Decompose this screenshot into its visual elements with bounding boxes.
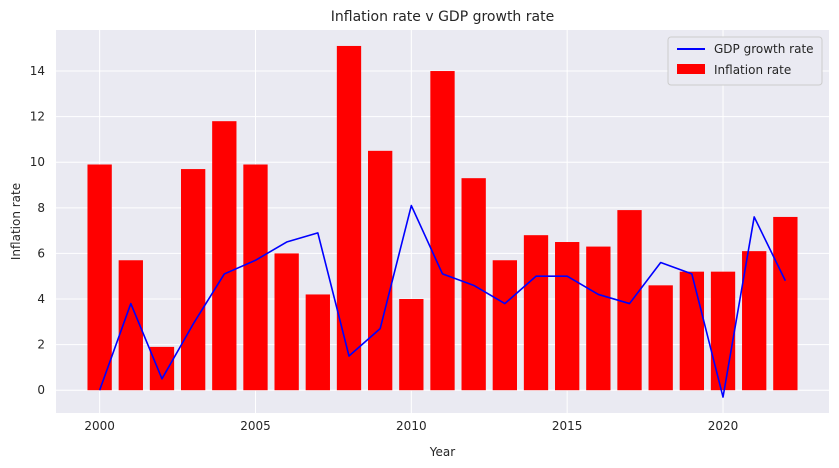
y-tick-label: 4 <box>37 292 45 306</box>
bar-inflation-2013 <box>492 260 517 391</box>
y-tick-label: 12 <box>30 110 45 124</box>
legend-label-gdp: GDP growth rate <box>714 42 814 56</box>
x-axis-ticks: 2000 2005 2010 2015 2020 <box>84 419 738 433</box>
y-tick-label: 2 <box>37 338 45 352</box>
legend-box <box>667 36 823 86</box>
bar-inflation-2007 <box>305 294 330 391</box>
legend-swatch-inflation <box>677 64 705 74</box>
bar-inflation-2018 <box>648 285 673 391</box>
legend: GDP growth rate Inflation rate <box>667 36 823 86</box>
bar-inflation-2000 <box>87 164 112 391</box>
bar-inflation-2019 <box>679 271 705 391</box>
bar-inflation-2014 <box>523 235 549 391</box>
x-tick-label: 2020 <box>708 419 739 433</box>
bar-inflation-2003 <box>180 169 206 391</box>
x-tick-label: 2000 <box>84 419 115 433</box>
y-axis-label: Inflation rate <box>9 183 23 260</box>
y-tick-label: 14 <box>30 64 45 78</box>
bar-inflation-2008 <box>336 45 362 391</box>
bar-inflation-2006 <box>274 253 299 391</box>
x-tick-label: 2015 <box>552 419 583 433</box>
bar-inflation-2017 <box>617 210 642 391</box>
bar-inflation-2015 <box>555 242 580 391</box>
bars <box>87 45 798 391</box>
bar-inflation-2021 <box>742 251 767 391</box>
chart-title: Inflation rate v GDP growth rate <box>331 9 554 25</box>
bar-inflation-2011 <box>430 71 455 391</box>
bar-inflation-2012 <box>461 178 486 391</box>
bar-inflation-2002 <box>149 346 175 391</box>
y-tick-label: 8 <box>37 201 45 215</box>
y-tick-label: 0 <box>37 383 45 397</box>
bar-inflation-2009 <box>368 150 393 391</box>
bar-inflation-2005 <box>243 164 268 391</box>
bar-inflation-2016 <box>586 246 611 391</box>
y-tick-label: 10 <box>30 155 45 169</box>
bar-inflation-2010 <box>399 299 424 391</box>
y-axis-ticks: 0 2 4 6 8 10 12 14 <box>30 64 45 397</box>
line-series <box>98 204 787 398</box>
y-tick-label: 6 <box>37 246 45 260</box>
bar-inflation-2004 <box>212 121 237 391</box>
bar-inflation-2020 <box>710 271 736 391</box>
x-tick-label: 2010 <box>396 419 427 433</box>
bar-inflation-2022 <box>773 216 798 391</box>
legend-label-inflation: Inflation rate <box>714 63 791 77</box>
x-tick-label: 2005 <box>240 419 271 433</box>
x-axis-label: Year <box>429 445 455 459</box>
